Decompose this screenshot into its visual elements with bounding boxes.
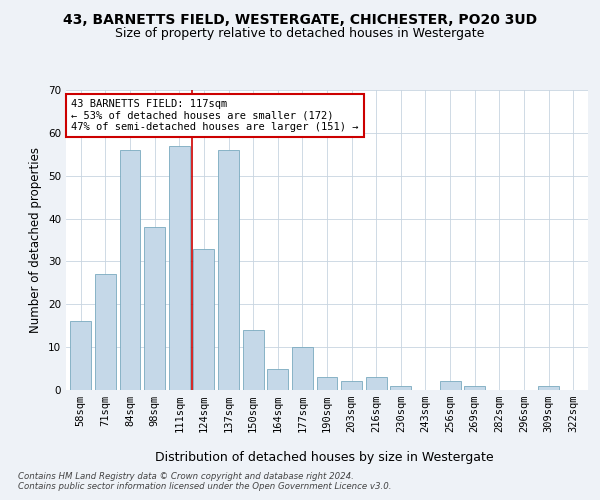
Bar: [440, 382, 461, 390]
Bar: [95, 274, 116, 390]
Text: Distribution of detached houses by size in Westergate: Distribution of detached houses by size …: [155, 451, 493, 464]
Text: 43 BARNETTS FIELD: 117sqm
← 53% of detached houses are smaller (172)
47% of semi: 43 BARNETTS FIELD: 117sqm ← 53% of detac…: [71, 99, 359, 132]
Text: Size of property relative to detached houses in Westergate: Size of property relative to detached ho…: [115, 28, 485, 40]
Bar: [242, 330, 263, 390]
Bar: [391, 386, 412, 390]
Bar: [292, 347, 313, 390]
Bar: [538, 386, 559, 390]
Bar: [193, 248, 214, 390]
Bar: [464, 386, 485, 390]
Bar: [317, 377, 337, 390]
Text: Contains public sector information licensed under the Open Government Licence v3: Contains public sector information licen…: [18, 482, 392, 491]
Text: Contains HM Land Registry data © Crown copyright and database right 2024.: Contains HM Land Registry data © Crown c…: [18, 472, 354, 481]
Y-axis label: Number of detached properties: Number of detached properties: [29, 147, 43, 333]
Bar: [267, 368, 288, 390]
Bar: [366, 377, 387, 390]
Bar: [169, 146, 190, 390]
Bar: [341, 382, 362, 390]
Bar: [218, 150, 239, 390]
Bar: [119, 150, 140, 390]
Bar: [70, 322, 91, 390]
Bar: [144, 227, 165, 390]
Text: 43, BARNETTS FIELD, WESTERGATE, CHICHESTER, PO20 3UD: 43, BARNETTS FIELD, WESTERGATE, CHICHEST…: [63, 12, 537, 26]
